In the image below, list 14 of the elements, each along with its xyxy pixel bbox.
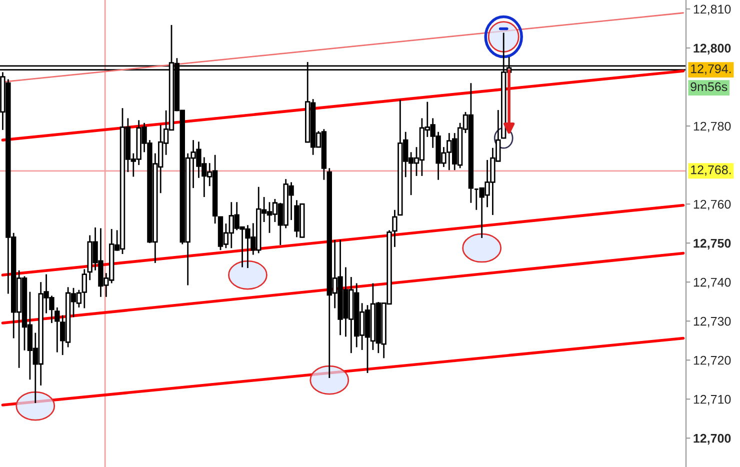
y-tick-label: 12,730 [694, 316, 731, 328]
y-tick-label: 12,750 [694, 238, 731, 250]
y-tick-label: 12,700 [694, 434, 731, 445]
text: 9m56s [690, 82, 728, 92]
y-tick-label: 12,810 [694, 4, 731, 16]
y-tick-label: 12,760 [694, 200, 731, 210]
y-tick-label: 12,740 [694, 278, 731, 288]
y-tick-label: 12,780 [694, 122, 731, 132]
y-tick-label: 12,800 [694, 44, 731, 54]
y-tick-label: 12,720 [694, 356, 731, 366]
candlestick [392, 209, 398, 248]
ref-line-label: 12,794. [691, 64, 731, 75]
ref-line-label: 12,768. [691, 165, 731, 176]
y-tick-label: 12,710 [694, 394, 731, 406]
